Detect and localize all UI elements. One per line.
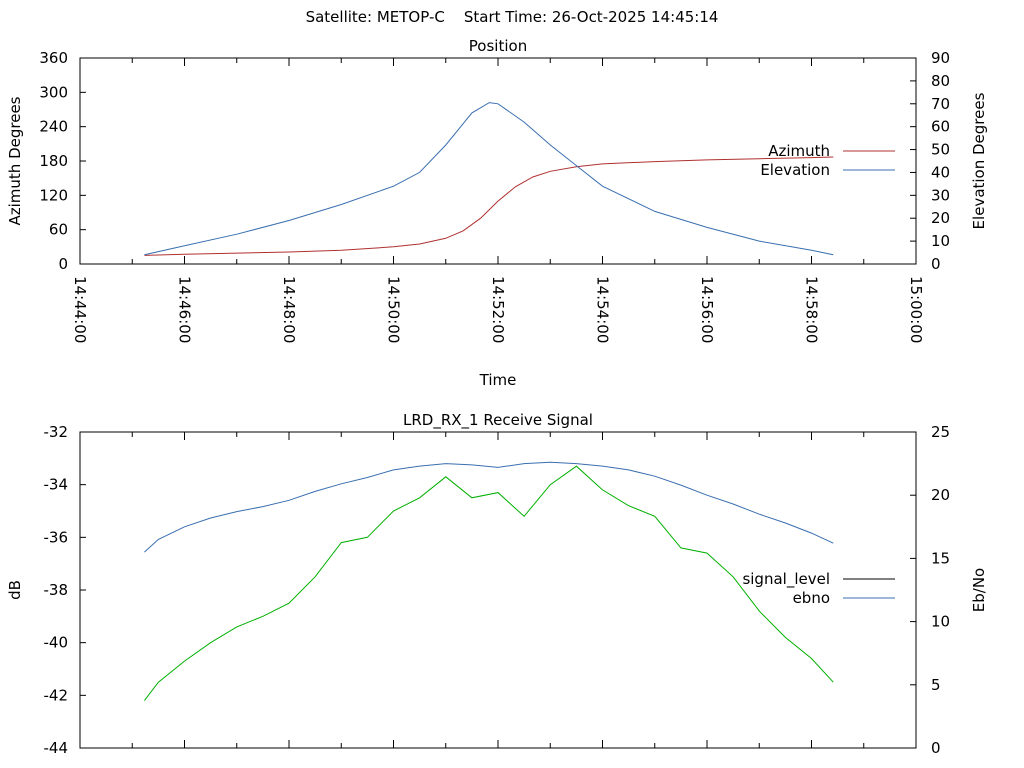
x-tick-label: 14:56:00	[698, 276, 716, 343]
y-tick-label: -36	[44, 528, 69, 546]
chart-header: Satellite: METOP-C Start Time: 26-Oct-20…	[306, 8, 719, 26]
y2-tick-label: 10	[931, 613, 950, 631]
y-tick-label: -40	[44, 634, 69, 652]
y-tick-label: 180	[39, 152, 68, 170]
legend-label: signal_level	[742, 570, 830, 589]
y-tick-label: -34	[44, 476, 69, 494]
y2-tick-label: 0	[931, 739, 941, 757]
y-tick-label: -38	[44, 581, 69, 599]
y2-tick-label: 0	[931, 255, 941, 273]
y-tick-label: 240	[39, 118, 68, 136]
y-tick-label: -42	[44, 686, 69, 704]
y-tick-label: 300	[39, 83, 68, 101]
y-tick-label: -44	[44, 739, 69, 757]
y-tick-label: 360	[39, 49, 68, 67]
y2-tick-label: 30	[931, 186, 950, 204]
y2-tick-label: 15	[931, 549, 950, 567]
x-tick-label: 14:54:00	[594, 276, 612, 343]
chart-1: LRD_RX_1 Receive Signal -32 -34 -36 -38 -40 -4…	[6, 411, 988, 757]
y2-tick-label: 80	[931, 72, 950, 90]
y2-tick-label: 25	[931, 423, 950, 441]
y-tick-label: 60	[49, 221, 68, 239]
y2-tick-label: 5	[931, 676, 941, 694]
y2-tick-label: 40	[931, 163, 950, 181]
x-tick-label: 14:46:00	[176, 276, 194, 343]
y-tick-label: -32	[44, 423, 69, 441]
x-tick-label: 14:58:00	[803, 276, 821, 343]
x-tick-label: 14:52:00	[489, 276, 507, 343]
legend-label: Elevation	[760, 161, 830, 179]
series-line-azimuth	[144, 156, 834, 256]
x-tick-label: 15:00:00	[907, 276, 925, 343]
series-line-ebno	[144, 461, 834, 553]
y2-tick-label: 20	[931, 486, 950, 504]
y2-tick-label: 50	[931, 141, 950, 159]
chart-title: Position	[469, 37, 527, 55]
y-axis-label: dB	[6, 580, 24, 600]
x-tick-label: 14:50:00	[385, 276, 403, 343]
plot-frame	[79, 431, 917, 749]
y-axis-label: Azimuth Degrees	[6, 96, 24, 225]
x-tick-label: 14:48:00	[280, 276, 298, 343]
series-line-elevation	[144, 102, 834, 256]
y-tick-label: 0	[58, 255, 68, 273]
chart-0: Position 0 60 120 180 240 300 360 0 10 20 30 40 50 60 7…	[6, 37, 988, 389]
x-axis-label: Time	[479, 371, 517, 389]
series-line-signal-level	[144, 465, 834, 701]
chart-title: LRD_RX_1 Receive Signal	[403, 411, 593, 430]
legend-label: ebno	[793, 589, 830, 607]
y2-axis-label: Elevation Degrees	[970, 92, 988, 229]
y2-tick-label: 20	[931, 209, 950, 227]
legend-label: Azimuth	[768, 142, 830, 160]
x-tick-label: 14:44:00	[71, 276, 89, 343]
y-tick-label: 120	[39, 186, 68, 204]
y2-tick-label: 90	[931, 49, 950, 67]
y2-axis-label: Eb/No	[970, 568, 988, 612]
charts-group: Position06012018024030036001020304050607…	[6, 37, 988, 757]
y2-tick-label: 70	[931, 95, 950, 113]
y2-tick-label: 60	[931, 118, 950, 136]
y2-tick-label: 10	[931, 232, 950, 250]
